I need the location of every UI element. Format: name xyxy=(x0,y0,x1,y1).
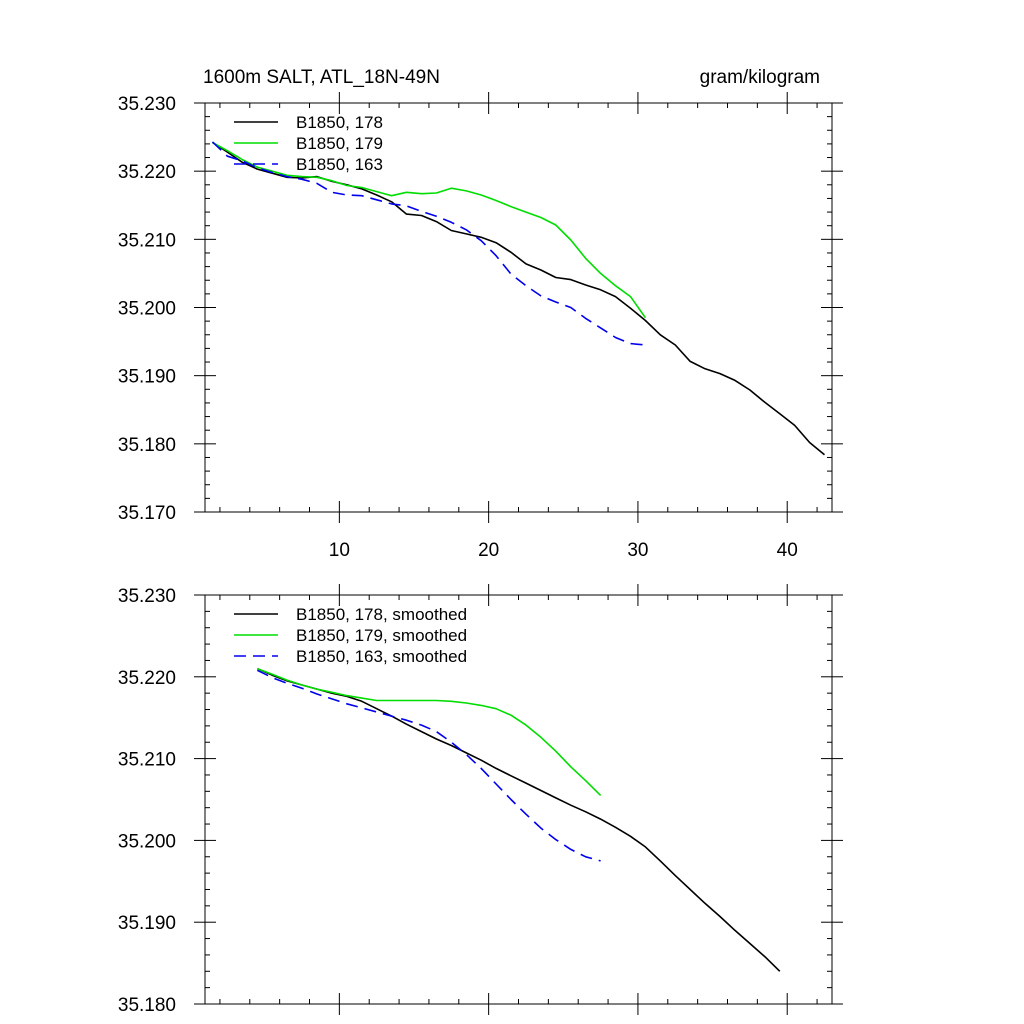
y-tick-label: 35.180 xyxy=(118,995,176,1016)
x-tick-label: 20 xyxy=(478,540,499,561)
x-tick-label: 30 xyxy=(627,540,648,561)
y-tick-label: 35.200 xyxy=(118,299,176,320)
y-tick-label: 35.220 xyxy=(118,162,176,183)
series-line-3 xyxy=(256,669,601,862)
x-tick-label: 10 xyxy=(329,540,350,561)
y-tick-label: 35.200 xyxy=(118,831,176,852)
legend-label-1: B1850, 178 xyxy=(296,113,383,132)
y-tick-label: 35.210 xyxy=(118,230,176,251)
legend-label-2: B1850, 179 xyxy=(296,134,383,153)
y-tick-label: 35.170 xyxy=(118,503,176,524)
y-tick-label: 35.180 xyxy=(118,435,176,456)
x-tick-label: 40 xyxy=(777,540,798,561)
y-tick-label: 35.190 xyxy=(118,913,176,934)
y-tick-label: 35.220 xyxy=(118,668,176,689)
legend-label-3: B1850, 163 xyxy=(296,155,383,174)
chart-title: 1600m SALT, ATL_18N-49N xyxy=(203,67,440,88)
legend-label-1: B1850, 178, smoothed xyxy=(296,605,467,624)
y-tick-label: 35.230 xyxy=(118,586,176,607)
y-tick-label: 35.210 xyxy=(118,750,176,771)
y-tick-label: 35.190 xyxy=(118,367,176,388)
legend-label-3: B1850, 163, smoothed xyxy=(296,647,467,666)
series-line-3 xyxy=(211,141,646,346)
series-line-1 xyxy=(256,667,781,972)
series-line-2 xyxy=(257,667,602,796)
bottom-panel: 35.180 35.190 35.200 35.210 35.220 35.230 B185… xyxy=(118,584,843,1016)
chart-units: gram/kilogram xyxy=(700,67,820,88)
y-tick-label: 35.230 xyxy=(118,94,176,115)
legend-label-2: B1850, 179, smoothed xyxy=(296,626,467,645)
series-line-1 xyxy=(212,141,826,456)
top-panel: 10 20 30 40 35.170 35.180 35.190 35.200 35.210 35… xyxy=(118,92,843,561)
series-line-2 xyxy=(212,141,647,319)
